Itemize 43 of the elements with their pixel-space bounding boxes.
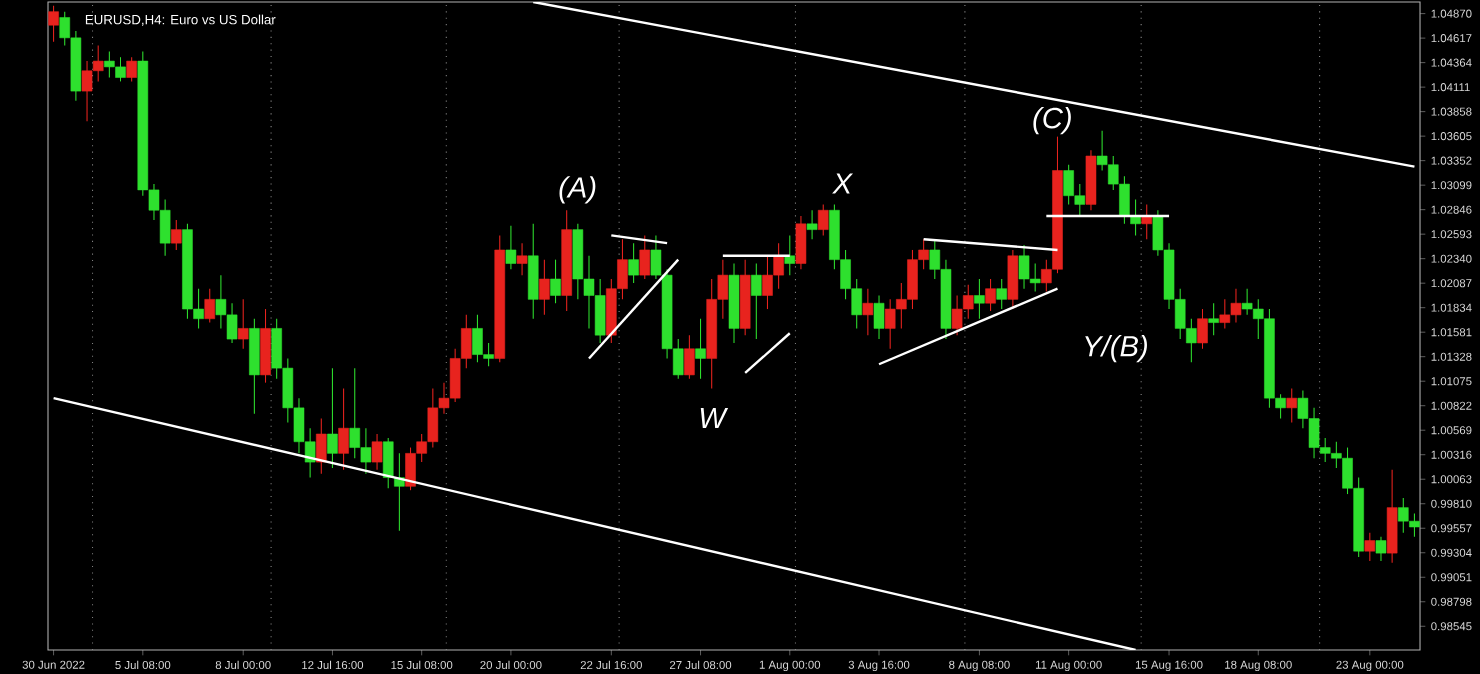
candlestick bbox=[505, 225, 517, 270]
candlestick bbox=[539, 259, 550, 316]
candlestick bbox=[996, 278, 1008, 310]
candlestick bbox=[628, 242, 639, 284]
candlestick bbox=[795, 215, 807, 270]
candlestick bbox=[126, 56, 137, 82]
candlestick bbox=[1386, 469, 1398, 564]
candlestick bbox=[1208, 302, 1219, 336]
candlestick bbox=[1007, 249, 1019, 310]
candlestick bbox=[382, 437, 394, 489]
candlestick bbox=[806, 209, 818, 240]
candlestick bbox=[516, 242, 528, 276]
candlestick bbox=[327, 367, 338, 469]
candlestick bbox=[170, 219, 182, 251]
candlestick bbox=[1286, 387, 1298, 423]
candlestick bbox=[527, 223, 539, 320]
candlestick bbox=[316, 417, 327, 475]
annotation: Y/(B) bbox=[1085, 335, 1147, 363]
candlestick bbox=[237, 298, 249, 350]
candlestick bbox=[1197, 308, 1208, 350]
annotation: X bbox=[832, 173, 854, 194]
candlestick bbox=[784, 234, 796, 276]
candlestick bbox=[985, 278, 996, 312]
candlestick bbox=[550, 259, 561, 304]
candlestick bbox=[751, 262, 762, 340]
candlestick bbox=[1375, 536, 1387, 562]
candlestick bbox=[817, 203, 829, 236]
candlestick bbox=[204, 288, 216, 324]
candlestick bbox=[371, 433, 383, 471]
candlestick bbox=[1364, 532, 1376, 562]
candlestick bbox=[639, 234, 651, 280]
candlestick bbox=[48, 5, 59, 43]
candlestick bbox=[862, 288, 874, 336]
candlestick bbox=[695, 318, 706, 380]
candlestick bbox=[684, 334, 695, 380]
annotation: (C) bbox=[1033, 106, 1071, 135]
annotation: W bbox=[700, 407, 729, 429]
candlestick bbox=[974, 278, 985, 320]
annotation: (A) bbox=[559, 176, 596, 204]
candlestick bbox=[249, 318, 260, 415]
candlestick bbox=[338, 387, 349, 471]
candlestick bbox=[260, 308, 271, 384]
candlestick bbox=[873, 294, 885, 340]
